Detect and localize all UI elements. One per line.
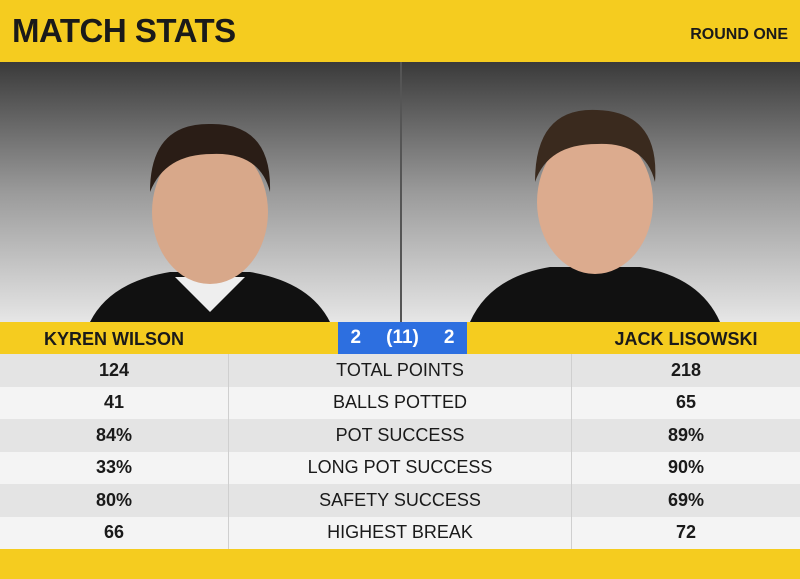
player-right-silhouette <box>470 109 720 322</box>
player-photos <box>0 62 800 322</box>
stat-row: 41 BALLS POTTED 65 <box>0 386 800 419</box>
header-bar: MATCH STATS ROUND ONE <box>0 0 800 62</box>
left-value: 33% <box>95 457 133 478</box>
right-value: 72 <box>675 522 697 543</box>
stat-label: LONG POT SUCCESS <box>228 451 572 484</box>
right-value: 89% <box>667 424 705 445</box>
stat-row: 66 HIGHEST BREAK 72 <box>0 516 800 549</box>
score-right: 2 <box>443 327 455 348</box>
title: MATCH STATS <box>12 12 236 49</box>
stat-label: TOTAL POINTS <box>228 354 572 387</box>
stat-row: 84% POT SUCCESS 89% <box>0 419 800 452</box>
left-value: 66 <box>103 522 125 543</box>
left-value: 80% <box>95 489 133 510</box>
score-box: 2 (11) 2 <box>338 322 467 354</box>
stat-row: 33% LONG POT SUCCESS 90% <box>0 451 800 484</box>
round-label: ROUND ONE <box>690 26 788 43</box>
player-right-name: JACK LISOWSKI <box>614 329 758 349</box>
player-left-name: KYREN WILSON <box>43 329 184 349</box>
right-value: 69% <box>667 489 705 510</box>
stat-row: 124 TOTAL POINTS 218 <box>0 354 800 387</box>
score-frames: (11) <box>386 327 419 348</box>
stat-label: POT SUCCESS <box>228 419 572 452</box>
left-value: 41 <box>103 392 125 413</box>
left-value: 84% <box>95 424 133 445</box>
right-value: 218 <box>670 359 702 380</box>
stat-label: SAFETY SUCCESS <box>228 484 572 517</box>
stat-label: BALLS POTTED <box>228 386 572 419</box>
stats-table: 124 TOTAL POINTS 218 41 BALLS POTTED 65 84% POT… <box>0 354 800 549</box>
footer-bar <box>0 549 800 579</box>
player-left-silhouette <box>90 123 330 322</box>
right-value: 65 <box>675 392 697 413</box>
left-value: 124 <box>98 359 130 380</box>
stat-row: 80% SAFETY SUCCESS 69% <box>0 484 800 517</box>
score-left: 2 <box>350 327 362 348</box>
stat-label: HIGHEST BREAK <box>228 516 572 549</box>
photo-divider <box>400 62 402 322</box>
right-value: 90% <box>667 457 705 478</box>
